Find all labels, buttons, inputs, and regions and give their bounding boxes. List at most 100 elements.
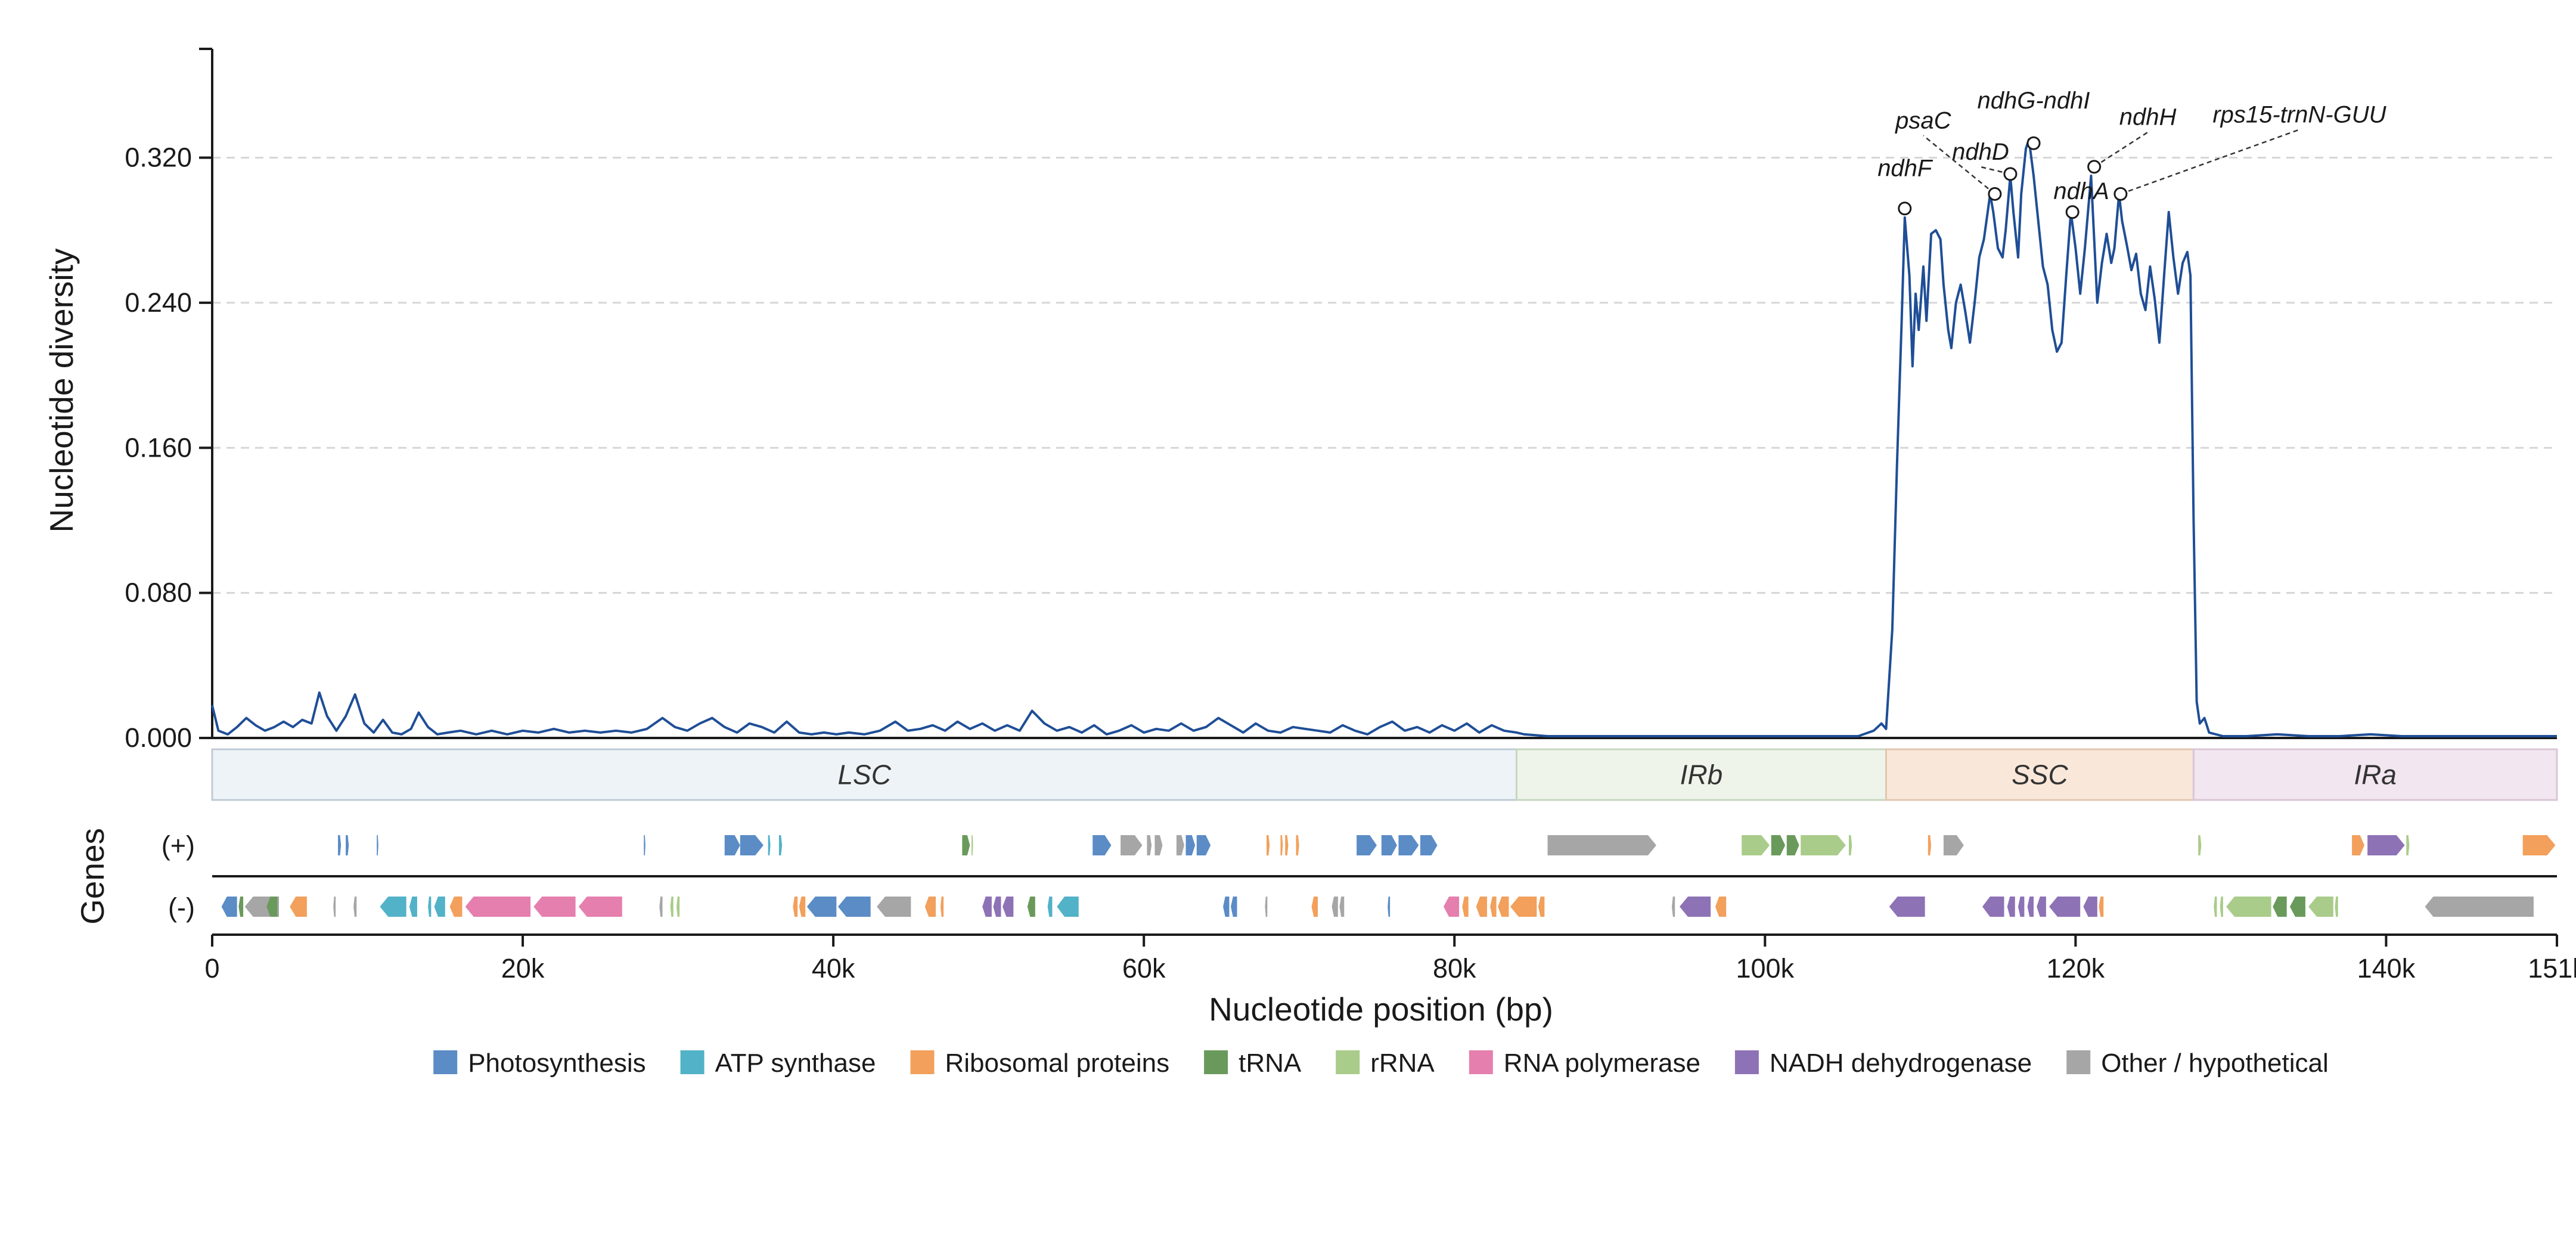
legend-label: rRNA (1370, 1049, 1435, 1078)
gene-minus (1223, 897, 1230, 917)
gene-plus (778, 835, 783, 855)
y-tick-label: 0.240 (125, 287, 192, 318)
gene-minus (982, 897, 992, 917)
gene-plus (2522, 835, 2556, 855)
diversity-series (211, 138, 2557, 737)
gene-minus (659, 897, 663, 917)
x-tick-label: 60k (1122, 953, 1166, 984)
legend-item: Other / hypothetical (2066, 1049, 2329, 1078)
gene-minus (2289, 897, 2305, 917)
legend-label: RNA polymerase (1504, 1049, 1700, 1078)
peak-marker (1898, 201, 1912, 216)
gene-minus (1680, 897, 1711, 917)
gene-plus (2198, 835, 2202, 855)
x-tick-label: 40k (812, 953, 855, 984)
legend-item: rRNA (1336, 1049, 1435, 1078)
x-tick-label: 120k (2047, 953, 2105, 984)
gene-minus (1057, 897, 1079, 917)
gene-plus (1176, 835, 1184, 855)
gene-minus (238, 897, 244, 917)
gene-plus (1771, 835, 1786, 855)
gene-minus (2226, 897, 2271, 917)
gene-minus (676, 897, 680, 917)
gene-minus (2018, 897, 2025, 917)
gene-plus (1185, 835, 1196, 855)
peak-label: ndhG-ndhI (1977, 88, 2090, 114)
minus-strand-label: (-) (168, 892, 195, 923)
gene-minus (533, 897, 576, 917)
gene-plus (2406, 835, 2410, 855)
peak-leader (1980, 166, 2011, 175)
legend-swatch (1469, 1050, 1493, 1074)
legend-label: Other / hypothetical (2101, 1049, 2329, 1078)
gene-plus (971, 835, 973, 855)
gene-minus (1332, 897, 1338, 917)
gene-minus (877, 897, 911, 917)
peak-marker (1988, 187, 2002, 201)
gene-minus (333, 897, 336, 917)
legend-item: NADH dehydrogenase (1734, 1049, 2032, 1078)
legend-label: Ribosomal proteins (945, 1049, 1170, 1078)
gene-minus (2308, 897, 2333, 917)
gene-minus (799, 897, 806, 917)
gene-plus (644, 835, 645, 855)
gene-minus (1231, 897, 1237, 917)
peak-leader (2093, 131, 2149, 168)
gene-minus (2335, 897, 2338, 917)
gene-minus (2037, 897, 2046, 917)
gene-minus (1715, 897, 1727, 917)
gene-minus (940, 897, 944, 917)
gene-plus (1420, 835, 1438, 855)
gene-minus (2027, 897, 2034, 917)
y-tick-label: 0.080 (125, 578, 192, 608)
gene-track-title: Genes (74, 828, 111, 925)
x-tick-label: 140k (2357, 953, 2416, 984)
gene-minus (2049, 897, 2081, 917)
gene-plus (1121, 835, 1143, 855)
legend-swatch (680, 1050, 704, 1074)
legend: Photosynthesis ATP synthase Ribosomal prot… (433, 1049, 2329, 1078)
gene-minus (1311, 897, 1318, 917)
gene-minus (993, 897, 1001, 917)
gene-minus (221, 897, 237, 917)
gene-minus (449, 897, 463, 917)
gene-plus (1381, 835, 1397, 855)
gene-plus (1093, 835, 1112, 855)
peak-marker (2065, 205, 2080, 219)
peak-marker (2113, 187, 2128, 201)
peak-marker (2087, 160, 2102, 174)
peak-leader (1923, 135, 1995, 195)
gene-plus (740, 835, 764, 855)
gene-plus (377, 835, 378, 855)
x-tick-label: 20k (501, 953, 545, 984)
gene-minus (428, 897, 432, 917)
gene-track (212, 835, 2557, 917)
gene-minus (1982, 897, 2004, 917)
region-block (2192, 748, 2558, 801)
gene-minus (380, 897, 406, 917)
x-tick-label: 80k (1433, 953, 1476, 984)
gene-plus (768, 835, 771, 855)
gene-minus (1538, 897, 1545, 917)
gene-minus (1339, 897, 1345, 917)
gene-minus (1889, 897, 1925, 917)
y-axis-title: Nucleotide diversity (43, 248, 80, 532)
gene-minus (1444, 897, 1460, 917)
gene-plus (1357, 835, 1377, 855)
gene-plus (1928, 835, 1932, 855)
gridlines (212, 157, 2557, 594)
gene-plus (1266, 835, 1270, 855)
gene-plus (1147, 835, 1152, 855)
x-tick-label: 0 (204, 953, 219, 984)
gene-plus (1154, 835, 1163, 855)
y-tick-label: 0.320 (125, 142, 192, 173)
peak-label: psaC (1895, 107, 1951, 134)
gene-plus (1196, 835, 1211, 855)
gene-plus (1801, 835, 1846, 855)
gene-minus (2220, 897, 2223, 917)
gene-plus (1786, 835, 1799, 855)
peak-label: rps15-trnN-GUU (2212, 101, 2386, 128)
peak-label: ndhH (2119, 104, 2177, 131)
gene-minus (1265, 897, 1268, 917)
